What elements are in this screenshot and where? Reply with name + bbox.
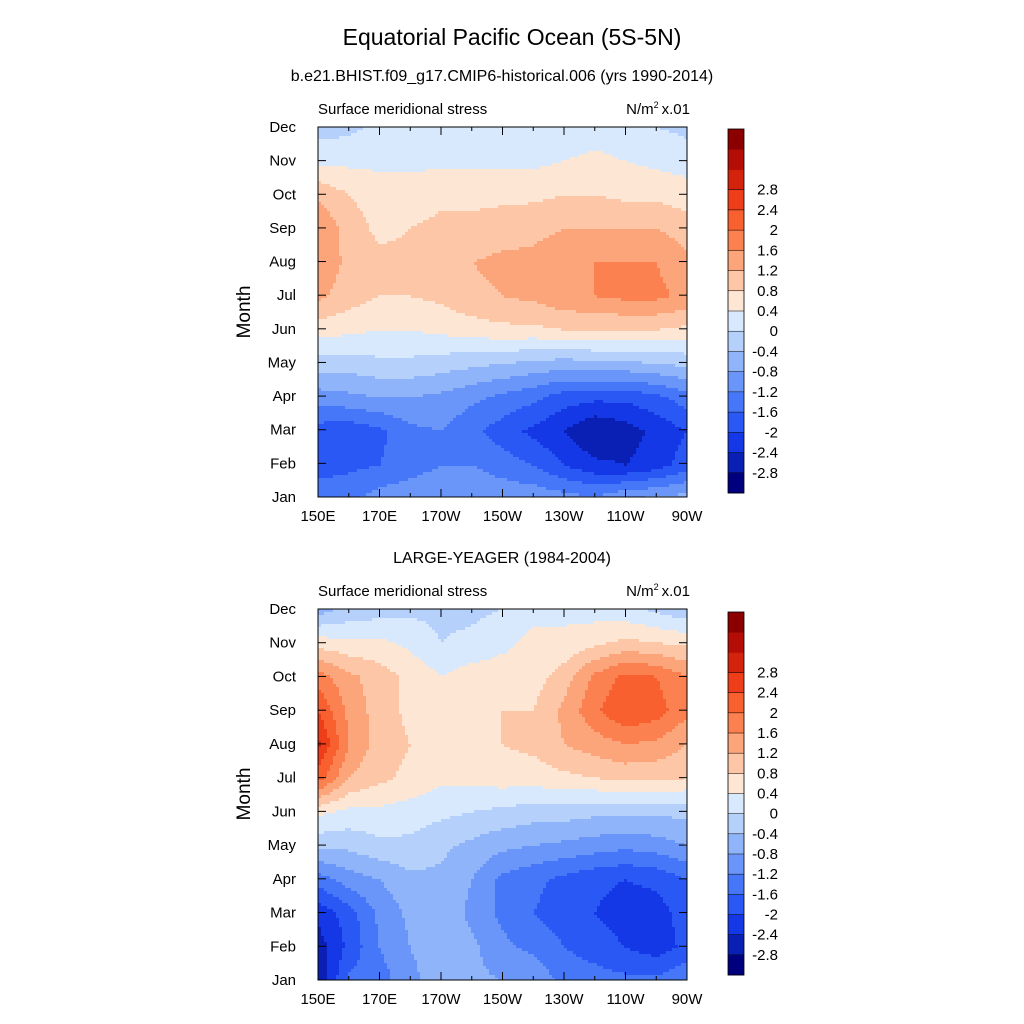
panel-1-variable-label: Surface meridional stress bbox=[318, 101, 487, 118]
figure-title: Equatorial Pacific Ocean (5S-5N) bbox=[343, 24, 682, 50]
panel-1-plot: 150E 170E 170W 150W 130W 110W 90WJanFebMarAprM… bbox=[268, 119, 704, 525]
panel-1: b.e21.BHIST.f09_g17.CMIP6-historical.006… bbox=[234, 68, 778, 525]
panel-1-y-axis-label: Month bbox=[234, 286, 255, 339]
panel-1-units: N/m2 x.01 bbox=[626, 100, 690, 118]
contour-field bbox=[318, 127, 688, 498]
panel-1-title: b.e21.BHIST.f09_g17.CMIP6-historical.006… bbox=[291, 68, 713, 85]
